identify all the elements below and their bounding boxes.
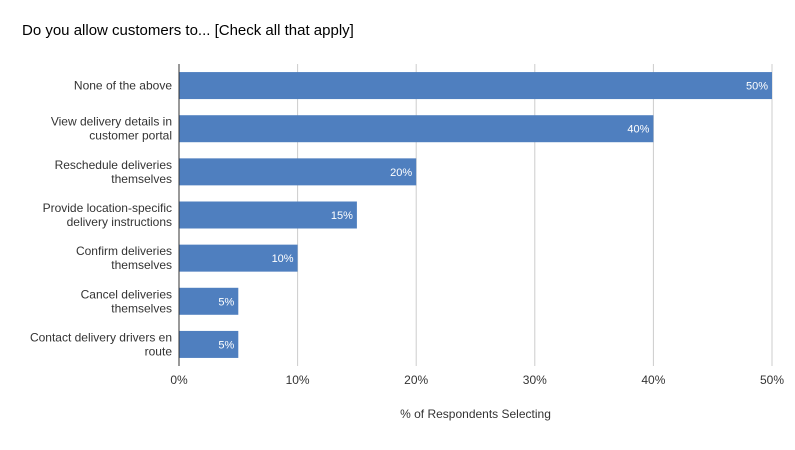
category-label: Provide location-specific	[43, 201, 172, 215]
category-label: Cancel deliveries	[81, 287, 172, 301]
x-axis-label: % of Respondents Selecting	[400, 407, 551, 421]
x-tick-labels: 0% 10% 20% 30% 40% 50%	[170, 373, 784, 387]
bar	[179, 244, 298, 272]
bar-data-label: 5%	[218, 296, 234, 308]
category-label: View delivery details in	[51, 115, 172, 129]
category-labels: None of the above View delivery details i…	[30, 79, 172, 359]
bar-data-label: 15%	[331, 210, 353, 222]
category-label: themselves	[111, 301, 172, 315]
bar	[179, 330, 239, 358]
x-tick-label: 10%	[286, 373, 310, 387]
bar-data-label: 5%	[218, 339, 234, 351]
category-label: delivery instructions	[67, 215, 172, 229]
bar	[179, 201, 357, 229]
bar-data-label: 10%	[272, 253, 294, 265]
x-tick-label: 50%	[760, 373, 784, 387]
bar	[179, 158, 417, 186]
bar	[179, 115, 654, 143]
category-label: route	[145, 344, 173, 358]
category-label: Contact delivery drivers en	[30, 330, 172, 344]
bar	[179, 72, 772, 100]
bar	[179, 287, 239, 315]
x-tick-label: 40%	[641, 373, 665, 387]
x-tick-label: 20%	[404, 373, 428, 387]
category-label: themselves	[111, 172, 172, 186]
bars: 50% 40% 20% 15% 10% 5% 5%	[179, 72, 772, 358]
x-tick-label: 30%	[523, 373, 547, 387]
category-label: themselves	[111, 258, 172, 272]
category-label: Confirm deliveries	[76, 244, 172, 258]
bar-data-label: 50%	[746, 81, 768, 93]
x-tick-label: 0%	[170, 373, 188, 387]
category-label: None of the above	[74, 79, 172, 93]
category-label: Reschedule deliveries	[55, 158, 172, 172]
bar-data-label: 40%	[627, 124, 649, 136]
category-label: customer portal	[89, 129, 172, 143]
bar-data-label: 20%	[390, 167, 412, 179]
chart-title: Do you allow customers to... [Check all …	[22, 22, 354, 39]
